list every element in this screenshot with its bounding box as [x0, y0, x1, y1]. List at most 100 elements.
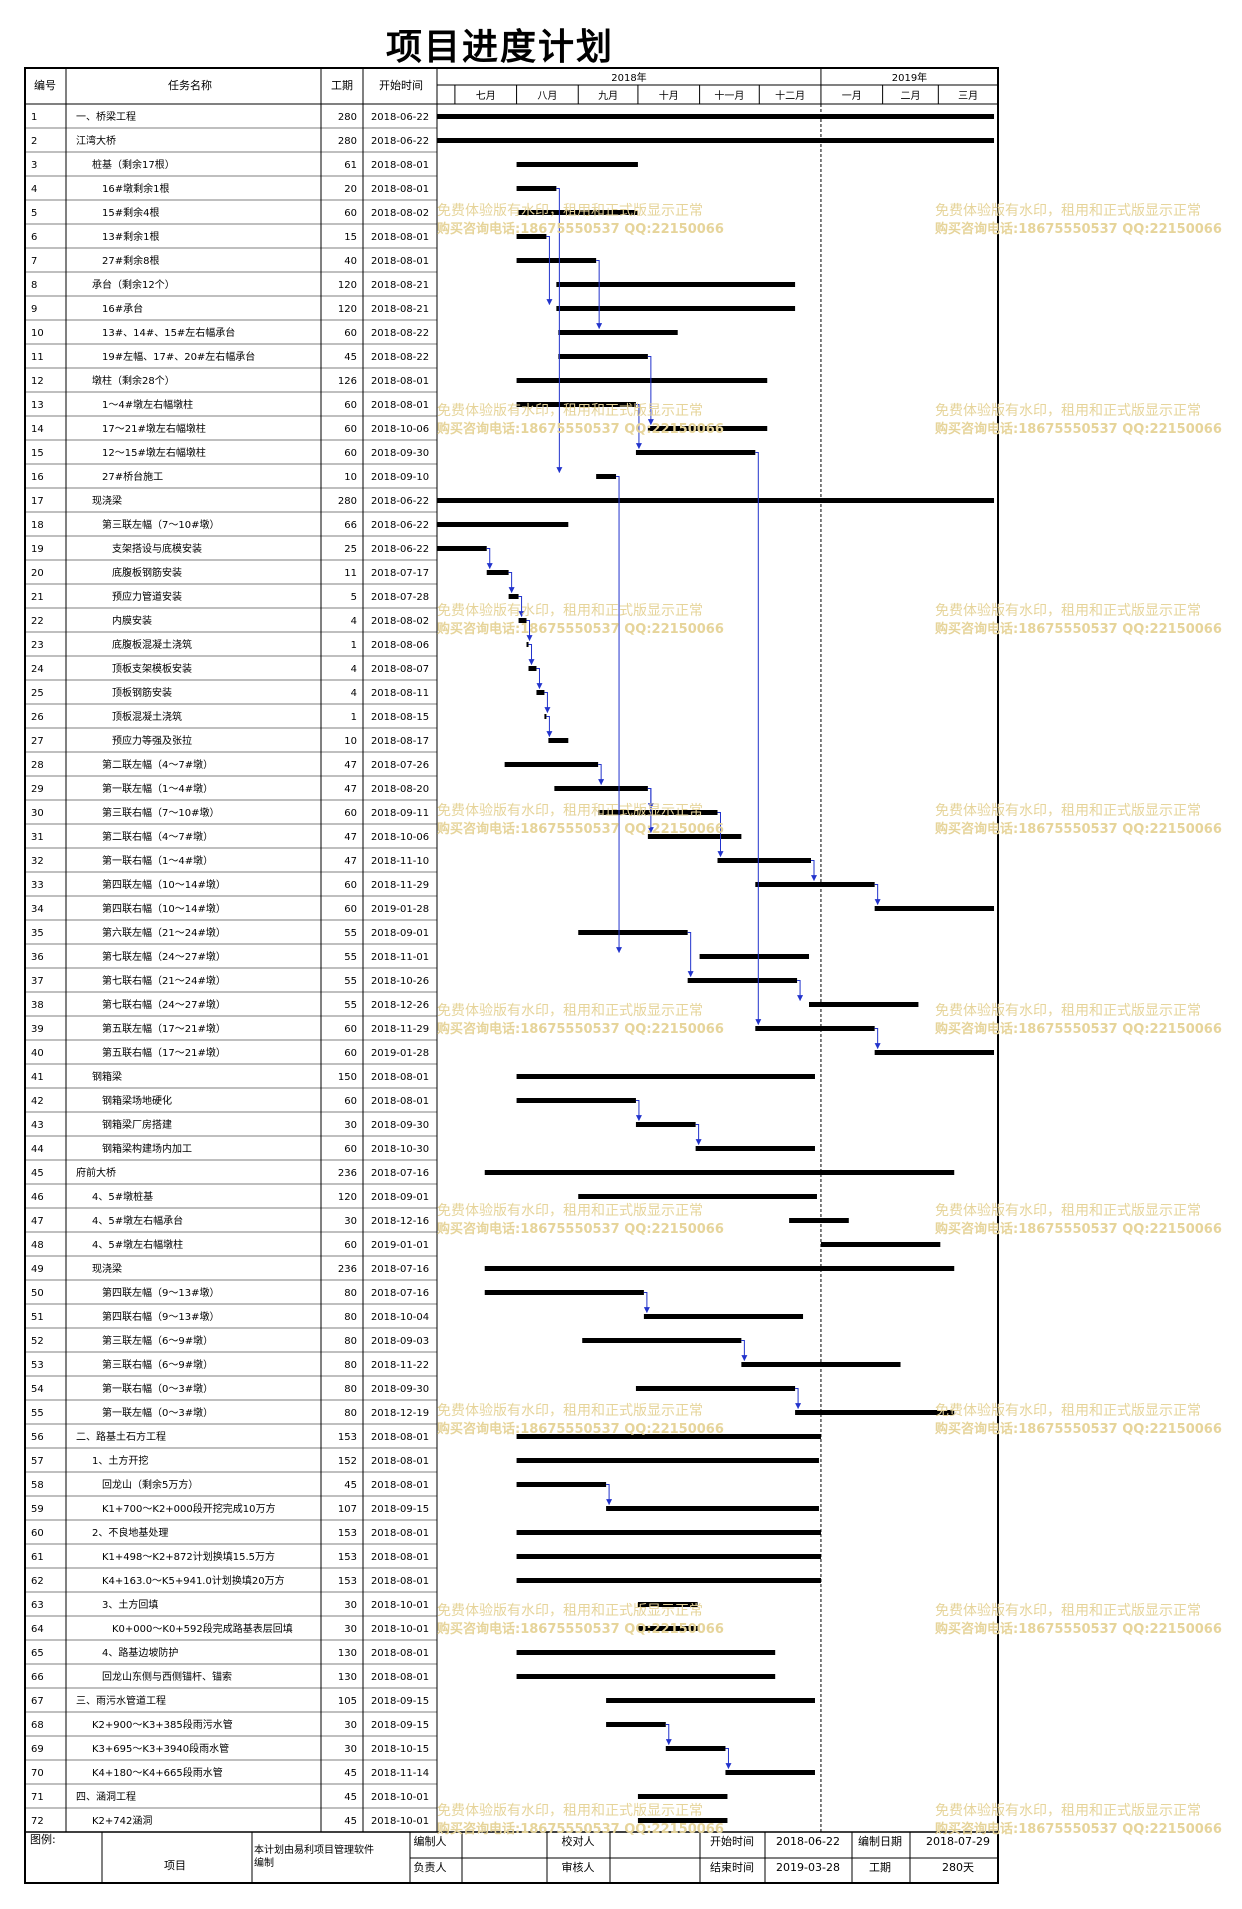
watermark-line: 免费体验版有水印，租用和正式版显示正常 — [935, 1603, 1201, 1619]
task-bar — [508, 594, 519, 599]
task-start: 2018-08-02 — [371, 616, 429, 627]
task-start: 2018-08-22 — [371, 352, 429, 363]
task-duration: 80 — [344, 1336, 357, 1347]
task-id: 64 — [31, 1624, 44, 1635]
end-label: 结束时间 — [710, 1861, 754, 1874]
watermark-line: 免费体验版有水印，租用和正式版显示正常 — [437, 803, 703, 819]
task-id: 17 — [31, 496, 44, 507]
task-bar — [437, 522, 569, 527]
month-label: 七月 — [476, 90, 496, 102]
table-row: 10 13#、14#、15#左右幅承台 60 2018-08-22 — [31, 326, 429, 339]
task-start: 2018-07-16 — [371, 1288, 429, 1299]
watermark-line: 购买咨询电话:18675550537 QQ:22150066 — [935, 621, 1222, 637]
task-name: 现浇梁 — [92, 1262, 122, 1275]
table-frame — [24, 67, 999, 1884]
table-row: 3 桩基（剩余17根） 61 2018-08-01 — [31, 158, 429, 171]
date-value: 2018-07-29 — [926, 1835, 990, 1848]
task-start: 2018-09-15 — [371, 1504, 429, 1515]
table-row: 52 第三联左幅（6～9#墩） 80 2018-09-03 — [31, 1334, 429, 1347]
table-row: 49 现浇梁 236 2018-07-16 — [31, 1262, 429, 1275]
task-duration: 80 — [344, 1360, 357, 1371]
task-id: 14 — [31, 424, 44, 435]
task-name: 现浇梁 — [92, 494, 122, 507]
task-name: 江湾大桥 — [76, 134, 116, 147]
task-start: 2018-08-07 — [371, 664, 429, 675]
task-id: 40 — [31, 1048, 44, 1059]
dependency-link — [741, 1340, 748, 1362]
task-duration: 280 — [338, 136, 357, 147]
table-row: 41 钢箱梁 150 2018-08-01 — [31, 1070, 429, 1083]
task-duration: 153 — [338, 1576, 357, 1587]
task-duration: 15 — [344, 232, 357, 243]
task-duration: 55 — [344, 1000, 357, 1011]
task-id: 37 — [31, 976, 44, 987]
task-duration: 47 — [344, 832, 357, 843]
dependency-link — [795, 1388, 802, 1410]
table-row: 39 第五联左幅（17～21#墩） 60 2018-11-29 — [31, 1022, 429, 1035]
task-duration: 66 — [344, 520, 357, 531]
task-start: 2018-08-21 — [371, 304, 429, 315]
watermark-line: 购买咨询电话:18675550537 QQ:22150066 — [437, 1421, 724, 1437]
table-row: 66 回龙山东侧与西侧锚杆、锚索 130 2018-08-01 — [31, 1670, 429, 1683]
task-bar — [647, 426, 768, 431]
task-start: 2018-10-06 — [371, 832, 429, 843]
task-id: 8 — [31, 280, 37, 291]
task-name: 第五联右幅（17～21#墩） — [102, 1046, 226, 1059]
task-bar — [516, 1434, 821, 1439]
task-id: 50 — [31, 1288, 44, 1299]
task-duration: 153 — [338, 1552, 357, 1563]
task-name: 第二联右幅（4～7#墩） — [102, 830, 213, 843]
task-bar — [874, 906, 995, 911]
task-bar — [486, 570, 509, 575]
table-row: 44 钢箱梁构建场内加工 60 2018-10-30 — [31, 1142, 429, 1155]
task-name: 第一联右幅（0～3#墩） — [102, 1382, 213, 1395]
task-id: 67 — [31, 1696, 44, 1707]
task-bar — [635, 1122, 696, 1127]
dependency-link — [643, 1292, 650, 1314]
task-bar — [536, 690, 545, 695]
task-bar — [518, 618, 527, 623]
table-row: 28 第二联左幅（4～7#墩） 47 2018-07-26 — [31, 758, 429, 771]
dependency-link — [874, 884, 881, 906]
task-name: 第五联左幅（17～21#墩） — [102, 1022, 226, 1035]
month-label: 九月 — [598, 90, 618, 102]
task-id: 42 — [31, 1096, 44, 1107]
task-id: 53 — [31, 1360, 44, 1371]
task-id: 55 — [31, 1408, 44, 1419]
watermark-line: 购买咨询电话:18675550537 QQ:22150066 — [437, 621, 724, 637]
task-bar — [596, 474, 617, 479]
watermark-line: 免费体验版有水印，租用和正式版显示正常 — [437, 1203, 703, 1219]
task-bar — [516, 1482, 607, 1487]
task-name: K2+742涵洞 — [92, 1815, 152, 1827]
table-row: 1 一、桥梁工程 280 2018-06-22 — [31, 110, 429, 123]
task-bar — [526, 642, 529, 647]
task-id: 16 — [31, 472, 44, 483]
task-duration: 4 — [351, 664, 357, 675]
task-name: 底腹板混凝土浇筑 — [112, 638, 192, 651]
task-bar — [687, 978, 798, 983]
year-label-2018: 2018年 — [611, 71, 646, 84]
table-row: 47 4、5#墩左右幅承台 30 2018-12-16 — [31, 1214, 429, 1227]
task-bar — [544, 714, 547, 719]
note-line: 本计划由易利项目管理软件 — [254, 1843, 374, 1856]
task-name: 回龙山（剩余5万方） — [102, 1478, 198, 1491]
table-row: 11 19#左幅、17#、20#左右幅承台 45 2018-08-22 — [31, 350, 429, 363]
task-id: 38 — [31, 1000, 44, 1011]
table-row: 65 4、路基边坡防护 130 2018-08-01 — [31, 1646, 429, 1659]
watermark-line: 购买咨询电话:18675550537 QQ:22150066 — [437, 1821, 724, 1837]
task-duration: 105 — [338, 1696, 357, 1707]
task-start: 2018-08-01 — [371, 184, 429, 195]
task-start: 2018-08-01 — [371, 1672, 429, 1683]
task-bar — [437, 546, 487, 551]
note-line: 编制 — [254, 1856, 274, 1869]
column-header-duration: 工期 — [331, 79, 353, 92]
task-bar — [699, 954, 810, 959]
table-row: 64 K0+000～K0+592段完成路基表层回填 30 2018-10-01 — [31, 1622, 429, 1635]
month-label: 十一月 — [714, 89, 744, 102]
task-duration: 61 — [344, 160, 357, 171]
task-duration: 60 — [344, 1096, 357, 1107]
dependency-link — [518, 596, 525, 618]
